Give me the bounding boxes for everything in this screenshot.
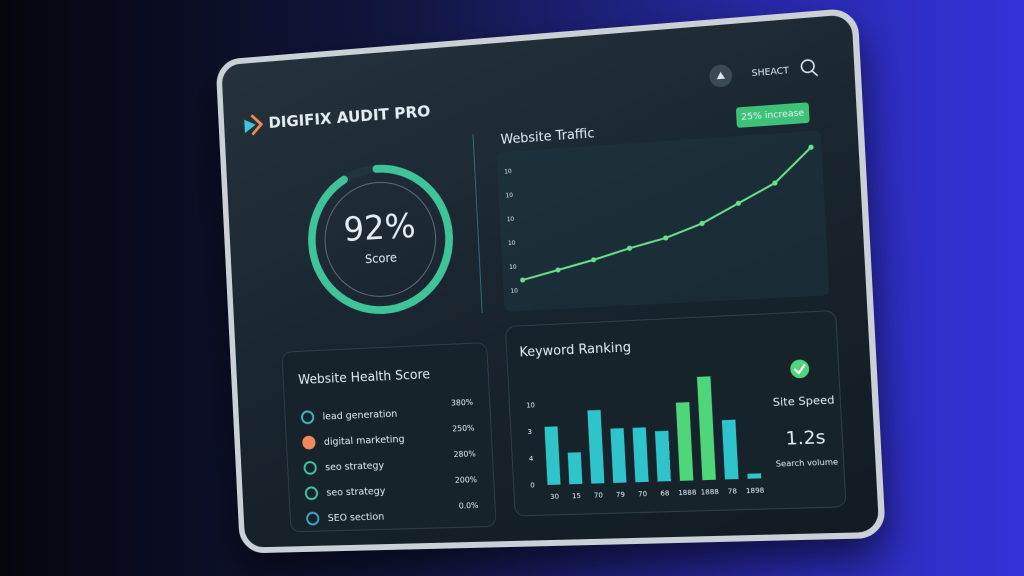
- health-title: Website Health Score: [298, 366, 431, 387]
- keyword-x-label: 70: [594, 491, 603, 500]
- divider: [473, 134, 482, 312]
- keyword-x-label: 70: [638, 490, 647, 499]
- keyword-y-label: 3: [527, 428, 532, 436]
- traffic-y-label: 10: [505, 193, 513, 200]
- nav-button[interactable]: [708, 63, 733, 88]
- traffic-point: [520, 277, 526, 283]
- traffic-title: Website Traffic: [500, 125, 595, 147]
- item-label: SEO section: [327, 512, 384, 525]
- item-marker: [303, 437, 315, 449]
- map-background: [496, 130, 830, 312]
- item-value: 380%: [451, 398, 474, 408]
- keyword-x-label: 68: [660, 489, 669, 498]
- keyword-y-label: 10: [526, 401, 535, 410]
- keyword-bar: [632, 427, 649, 483]
- keyword-y-label: 0: [530, 481, 535, 489]
- keyword-x-label: 15: [572, 492, 581, 500]
- keyword-y-label: 4: [529, 455, 534, 463]
- speed-value: 1.2s: [785, 428, 826, 450]
- keyword-bar: [567, 452, 583, 485]
- keyword-bar: [675, 402, 694, 481]
- item-value: 200%: [455, 475, 478, 485]
- search-icon-handle: [812, 71, 818, 77]
- keyword-x-label: 30: [550, 493, 559, 501]
- keyword-panel: [505, 310, 846, 515]
- traffic-y-label: 10: [510, 288, 518, 295]
- item-value: 280%: [453, 449, 476, 459]
- traffic-badge: 25% increase: [741, 108, 805, 123]
- health-panel: [282, 343, 496, 532]
- keyword-bar: [587, 409, 605, 484]
- dashboard: DIGIFIX AUDIT PRO SHEACT 92% Score Websi…: [244, 14, 879, 547]
- keyword-x-label: 1888: [678, 488, 697, 497]
- keyword-x-label: 1888: [700, 488, 719, 497]
- brand: DIGIFIX AUDIT PRO: [268, 102, 431, 132]
- keyword-bar: [654, 430, 671, 482]
- keyword-x-label: 1898: [746, 486, 765, 495]
- item-value: 0.0%: [458, 501, 478, 511]
- item-label: seo strategy: [326, 486, 386, 499]
- keyword-x-label: 79: [616, 491, 625, 500]
- traffic-y-label: 10: [504, 169, 512, 176]
- speed-title: Site Speed: [772, 393, 834, 409]
- score-caption: Score: [365, 251, 398, 267]
- speed-caption: Search volume: [775, 457, 838, 469]
- keyword-bar: [610, 428, 627, 483]
- keyword-x-label: 78: [728, 487, 738, 496]
- search-label[interactable]: SHEACT: [751, 66, 790, 79]
- traffic-y-label: 10: [508, 241, 516, 248]
- traffic-point: [555, 267, 561, 273]
- traffic-badge-box: [735, 102, 810, 128]
- keyword-bar: [544, 426, 561, 485]
- item-value: 250%: [452, 423, 475, 433]
- item-label: lead generation: [322, 409, 397, 423]
- keyword-bar: [747, 473, 762, 479]
- traffic-y-label: 10: [509, 265, 517, 272]
- traffic-y-label: 10: [507, 217, 515, 224]
- item-label: seo strategy: [325, 460, 385, 473]
- score-value: 92%: [343, 206, 417, 250]
- keyword-title: Keyword Ranking: [519, 339, 631, 360]
- item-label: digital marketing: [324, 434, 405, 448]
- tablet: DIGIFIX AUDIT PRO SHEACT 92% Score Websi…: [215, 7, 886, 554]
